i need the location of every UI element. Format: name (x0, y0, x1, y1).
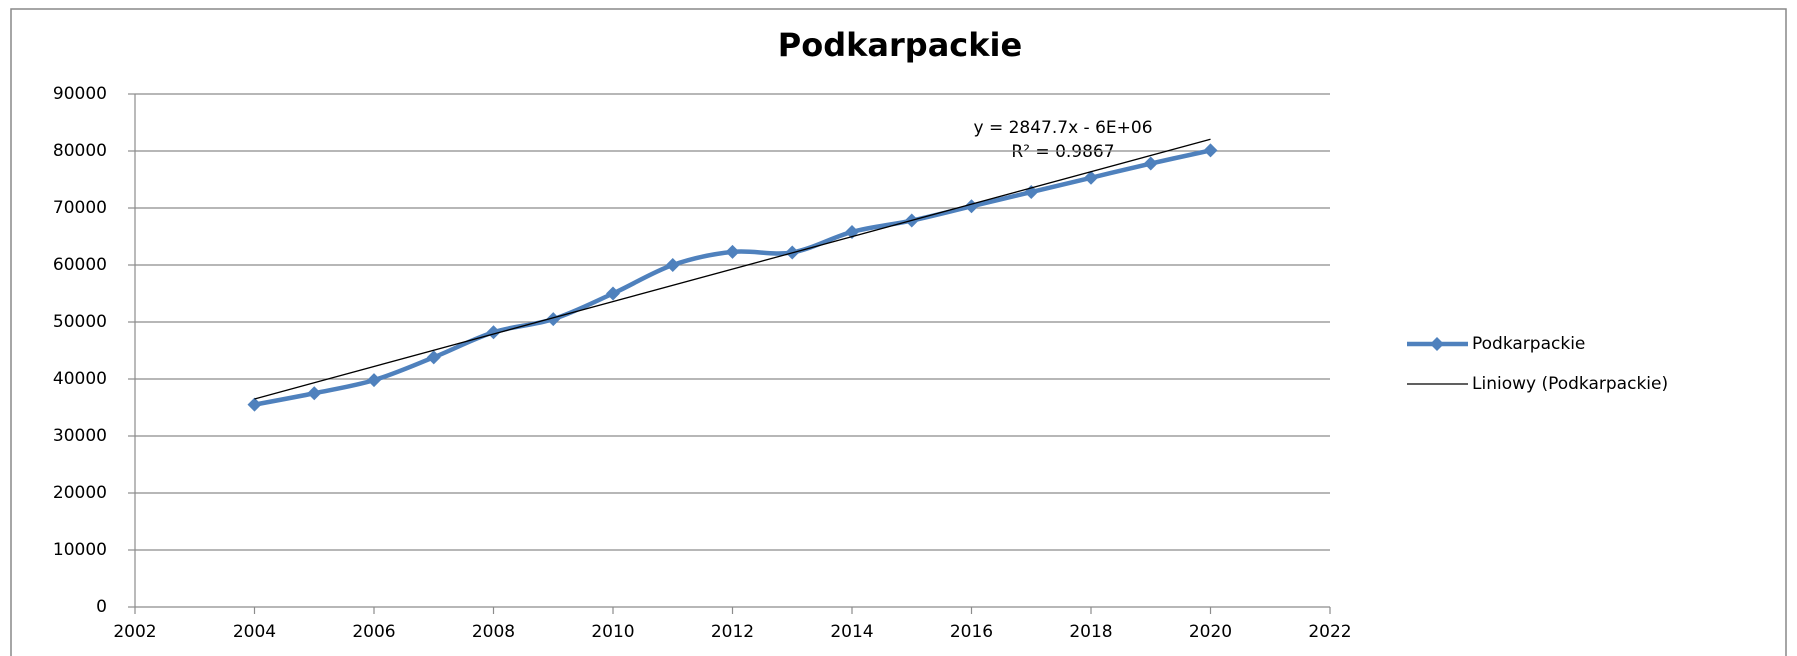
x-tick-label: 2016 (950, 622, 993, 642)
x-tick-label: 2006 (352, 622, 395, 642)
legend-label: Liniowy (Podkarpackie) (1472, 374, 1668, 394)
x-tick-label: 2008 (472, 622, 515, 642)
marker (725, 244, 740, 259)
x-tick-label: 2012 (711, 622, 754, 642)
y-tick-label: 30000 (53, 426, 107, 446)
x-tick-label: 2004 (233, 622, 276, 642)
x-tick-label: 2020 (1189, 622, 1232, 642)
marker (367, 373, 381, 388)
x-tick-label: 2014 (830, 622, 873, 642)
marker (606, 286, 620, 301)
y-tick-label: 50000 (53, 312, 107, 332)
chart-title: Podkarpackie (778, 26, 1022, 64)
trend-r2: R² = 0.9867 (1011, 142, 1114, 162)
marker (1084, 170, 1098, 185)
legend-label: Podkarpackie (1472, 334, 1585, 354)
y-tick-label: 70000 (53, 198, 107, 218)
marker (665, 258, 680, 272)
y-tick-label: 90000 (53, 84, 107, 104)
trend-equation: y = 2847.7x - 6E+06 (973, 118, 1152, 138)
marker (247, 397, 262, 412)
x-tick-label: 2018 (1069, 622, 1112, 642)
series-line (254, 148, 1211, 407)
y-tick-label: 0 (96, 597, 107, 617)
y-tick-label: 40000 (53, 369, 107, 389)
marker (1143, 156, 1158, 171)
series-line (254, 138, 1211, 400)
y-tick-label: 20000 (53, 483, 107, 503)
marker (546, 312, 561, 327)
y-tick-label: 80000 (53, 141, 107, 161)
marker (426, 350, 441, 365)
legend-marker (1430, 337, 1444, 351)
x-tick-label: 2010 (591, 622, 634, 642)
y-tick-label: 60000 (53, 255, 107, 275)
marker (1203, 143, 1218, 158)
x-tick-label: 2022 (1308, 622, 1351, 642)
y-tick-label: 10000 (53, 540, 107, 560)
x-tick-label: 2002 (113, 622, 156, 642)
chart-border (10, 8, 1787, 656)
marker (486, 325, 501, 340)
marker (307, 386, 322, 401)
